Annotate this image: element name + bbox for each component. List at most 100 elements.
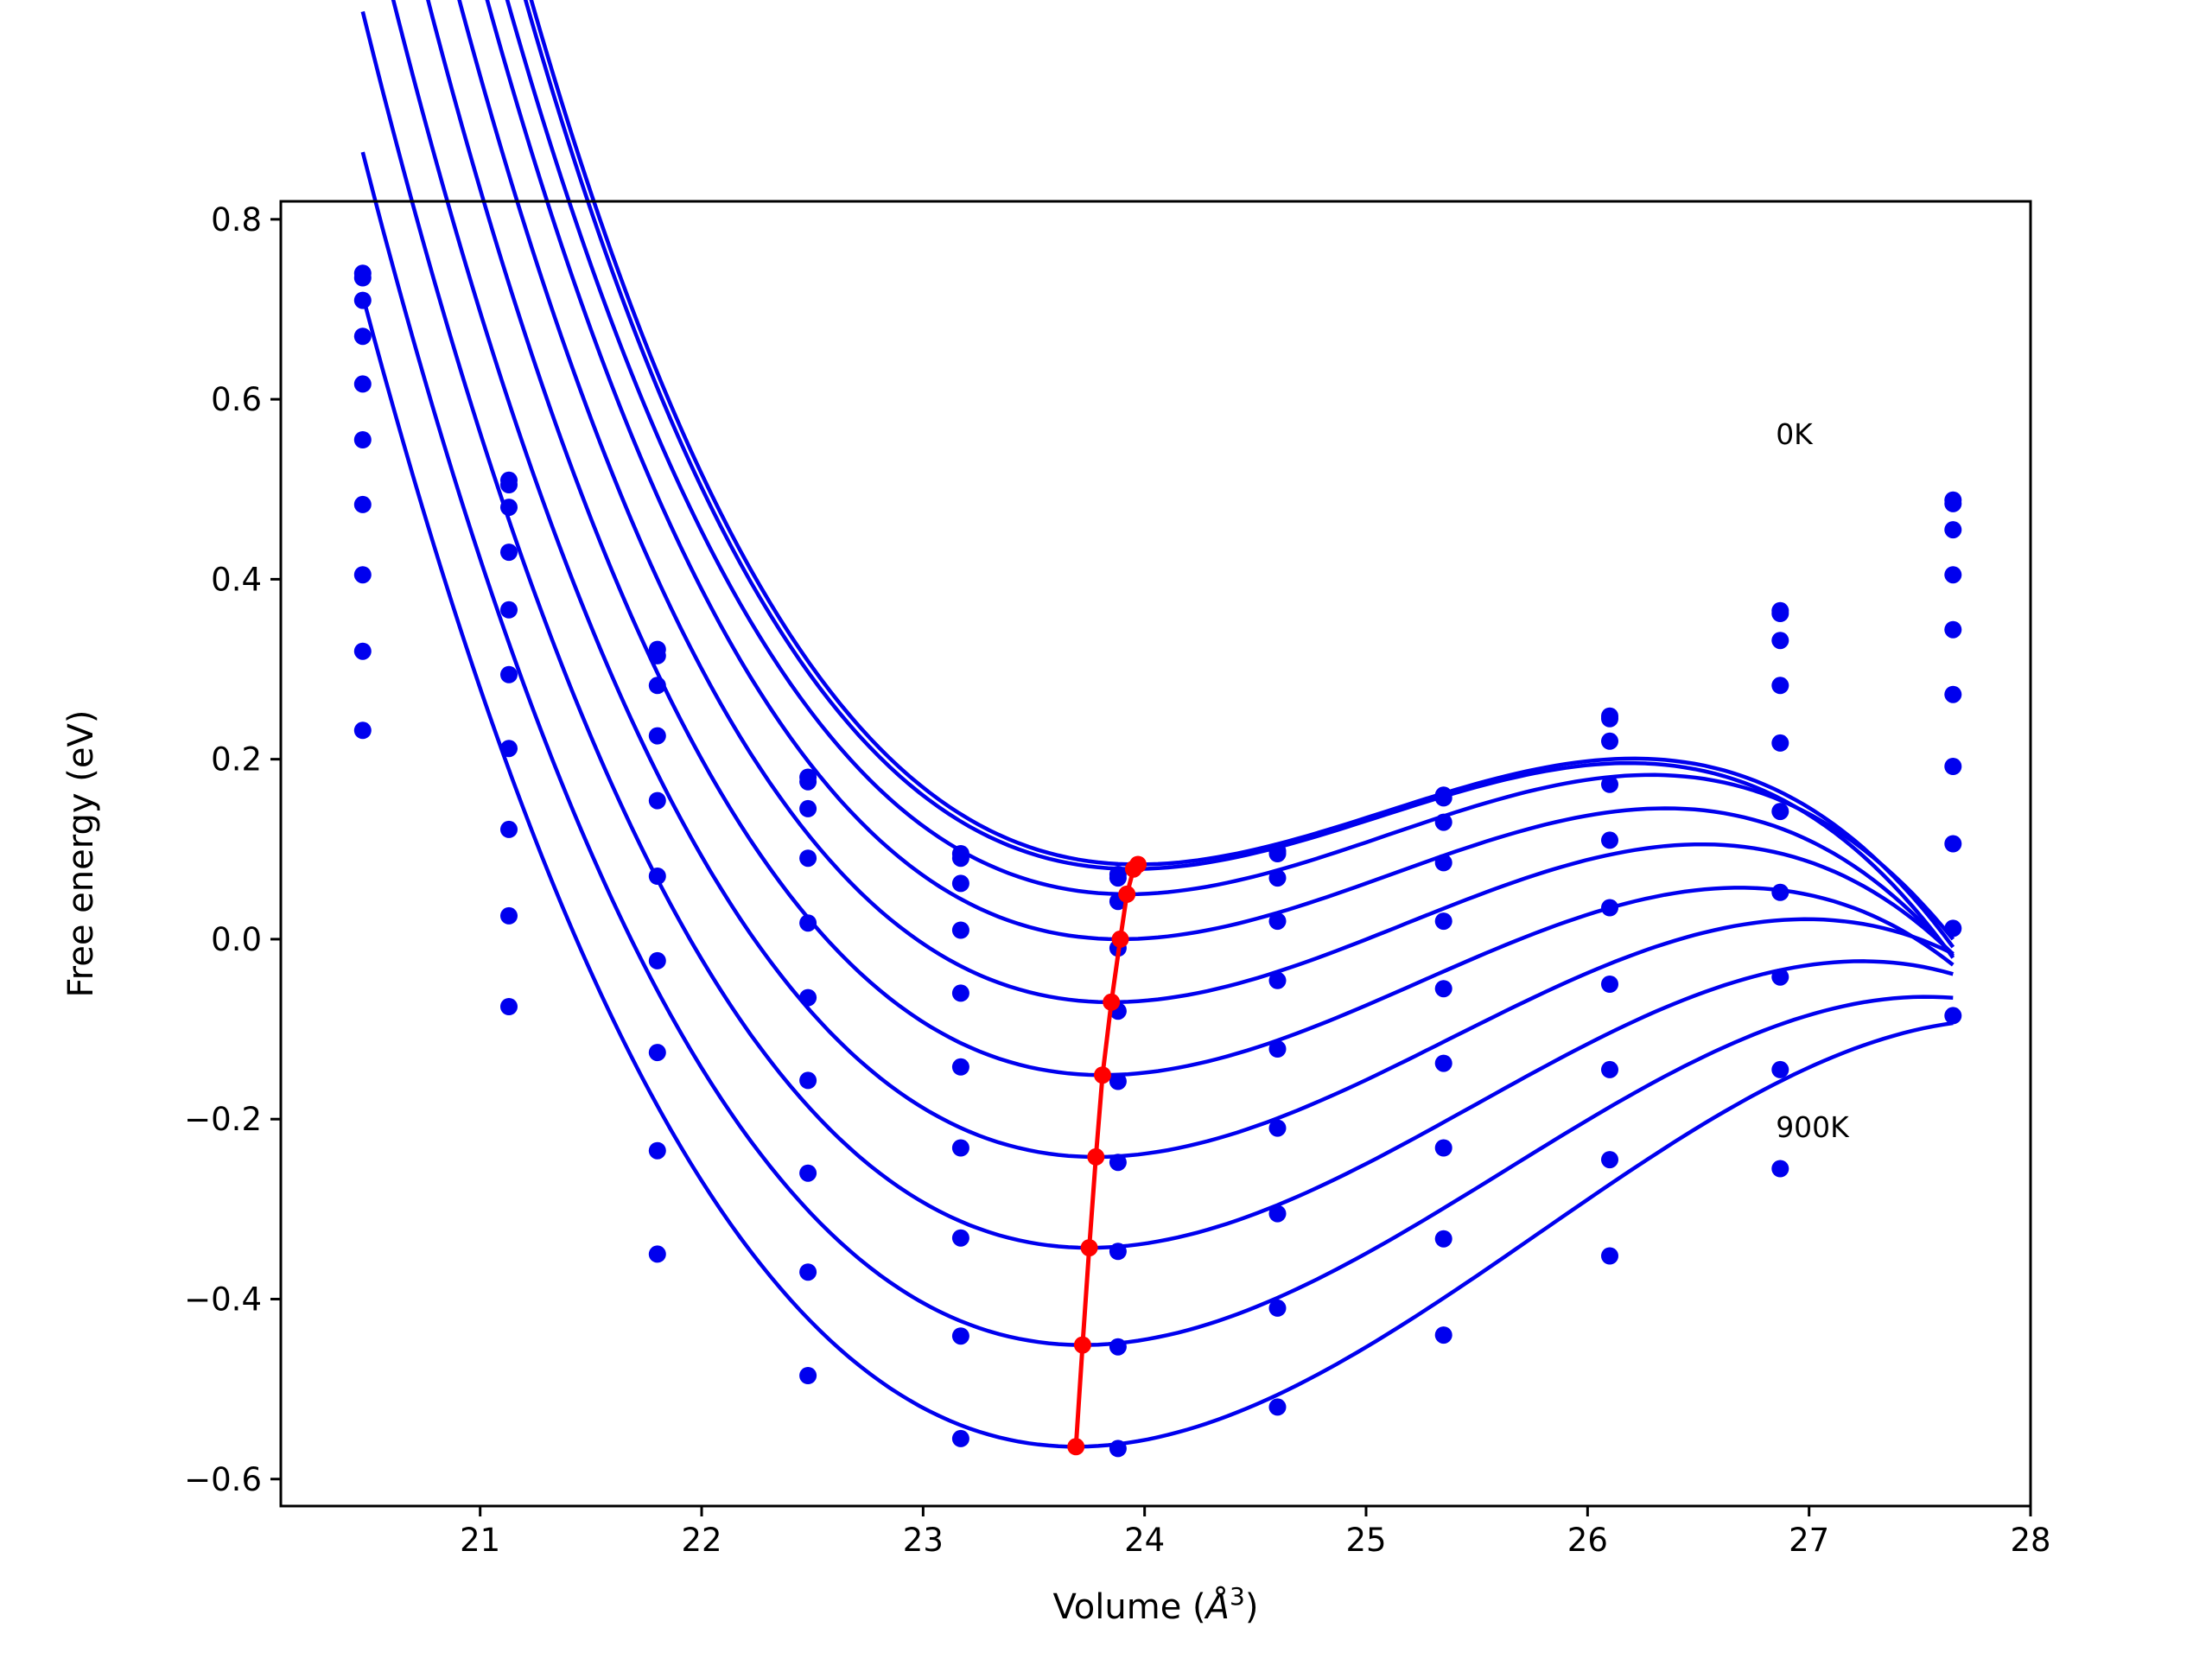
data-point-s2-9 [1771, 632, 1789, 650]
y-tick-label: 0.8 [211, 201, 262, 238]
data-point-s1-5 [1109, 869, 1127, 887]
data-point-s2-8 [1601, 732, 1618, 750]
data-point-s2-1 [500, 499, 518, 517]
fit-curve-0 [529, 0, 1955, 949]
fit-curve-1 [523, 0, 1955, 959]
data-point-s3-0 [353, 327, 372, 346]
data-point-s4-2 [648, 791, 666, 810]
data-point-s7-4 [951, 1229, 969, 1247]
minimum-point-9 [1067, 1438, 1085, 1456]
data-point-s6-1 [500, 740, 518, 758]
data-point-s9-0 [353, 721, 372, 740]
data-point-s8-5 [1109, 1338, 1127, 1356]
data-point-s4-4 [951, 984, 969, 1002]
minimum-point-3 [1111, 930, 1129, 948]
x-tick-label: 24 [1124, 1522, 1165, 1559]
minimum-point-2 [1118, 885, 1136, 903]
data-point-s1-0 [353, 269, 372, 287]
x-tick-label: 21 [460, 1522, 500, 1559]
data-point-s4-6 [1268, 971, 1287, 989]
data-point-s1-9 [1771, 605, 1789, 622]
data-point-s7-1 [500, 820, 518, 838]
data-point-s7-0 [353, 566, 372, 584]
minimum-point-1 [1124, 860, 1142, 878]
data-points [353, 264, 1962, 1458]
data-point-s6-7 [1434, 1054, 1452, 1072]
data-point-s2-0 [353, 291, 372, 309]
data-point-s8-2 [648, 1141, 666, 1160]
fit-curve-9 [360, 295, 1954, 1449]
data-point-s2-3 [799, 799, 817, 817]
data-point-s9-7 [1434, 1326, 1452, 1344]
minimum-point-6 [1087, 1147, 1105, 1166]
data-point-s4-0 [353, 375, 372, 393]
data-point-s4-3 [799, 914, 817, 932]
fit-curve-8 [360, 151, 1954, 1347]
data-point-s5-3 [799, 988, 817, 1007]
data-point-s2-6 [1268, 869, 1287, 887]
data-point-s7-3 [799, 1164, 817, 1182]
x-axis-ticks: 21 22 23 24 25 26 27 28 [460, 1506, 2051, 1559]
x-axis-label-suffix: ) [1245, 1587, 1259, 1627]
data-point-s6-5 [1109, 1154, 1127, 1172]
y-tick-label: 0.0 [211, 921, 262, 958]
minima-path [1073, 862, 1140, 1447]
data-point-s4-10 [1944, 620, 1962, 639]
data-point-s2-10 [1944, 521, 1962, 539]
data-point-s4-7 [1434, 912, 1452, 931]
data-point-s1-6 [1268, 845, 1287, 862]
y-tick-label: 0.2 [211, 741, 262, 779]
data-point-s8-0 [353, 642, 372, 660]
data-point-s8-4 [951, 1327, 969, 1345]
data-point-s3-1 [500, 543, 518, 562]
data-point-s3-3 [799, 849, 817, 868]
y-tick-label: 0.6 [211, 381, 262, 418]
data-point-s9-10 [1944, 1007, 1962, 1025]
x-tick-label: 23 [903, 1522, 944, 1559]
data-point-s9-3 [799, 1367, 817, 1384]
data-point-s7-8 [1601, 1060, 1618, 1078]
data-point-s9-8 [1601, 1247, 1618, 1265]
minimum-point-5 [1094, 1066, 1111, 1084]
data-point-s3-9 [1771, 677, 1789, 695]
data-point-s6-8 [1601, 976, 1618, 993]
data-point-s8-6 [1268, 1299, 1287, 1317]
x-tick-label: 27 [1789, 1522, 1829, 1559]
x-tick-label: 26 [1567, 1522, 1608, 1559]
data-point-s3-2 [648, 727, 666, 745]
data-point-s2-2 [648, 677, 666, 695]
data-point-s3-8 [1601, 775, 1618, 793]
data-point-s4-8 [1601, 831, 1618, 849]
minimum-point-8 [1073, 1336, 1091, 1354]
data-point-s5-10 [1944, 685, 1962, 703]
x-tick-label: 25 [1345, 1522, 1386, 1559]
data-point-s5-1 [500, 665, 518, 683]
x-tick-label: 28 [2010, 1522, 2050, 1559]
x-axis-label-exponent: 3 [1230, 1582, 1245, 1611]
y-tick-label: −0.4 [184, 1281, 262, 1318]
x-axis-label: Volume (Å3) [1053, 1582, 1259, 1627]
data-point-s9-6 [1268, 1398, 1287, 1416]
annotation-900k: 900K [1776, 1110, 1850, 1144]
data-point-s7-9 [1771, 968, 1789, 986]
data-point-s5-6 [1268, 1040, 1287, 1058]
data-point-s5-9 [1771, 803, 1789, 821]
data-point-s9-4 [951, 1429, 969, 1447]
data-point-s7-5 [1109, 1243, 1127, 1261]
data-point-s1-3 [799, 772, 817, 791]
data-point-s4-1 [500, 601, 518, 619]
data-point-s8-9 [1771, 1060, 1789, 1078]
fit-curve-5 [426, 0, 1955, 1077]
data-point-s3-7 [1434, 854, 1452, 872]
minima-line [1067, 855, 1147, 1456]
data-point-s5-0 [353, 431, 372, 448]
data-point-s8-1 [500, 906, 518, 925]
data-point-s3-6 [1268, 912, 1287, 931]
fit-curve-3 [485, 0, 1955, 957]
fit-curve-6 [391, 0, 1955, 1160]
y-axis-label: Free energy (eV) [61, 710, 101, 998]
data-point-s5-7 [1434, 980, 1452, 998]
data-point-s1-7 [1434, 789, 1452, 807]
data-point-s6-3 [799, 1071, 817, 1090]
